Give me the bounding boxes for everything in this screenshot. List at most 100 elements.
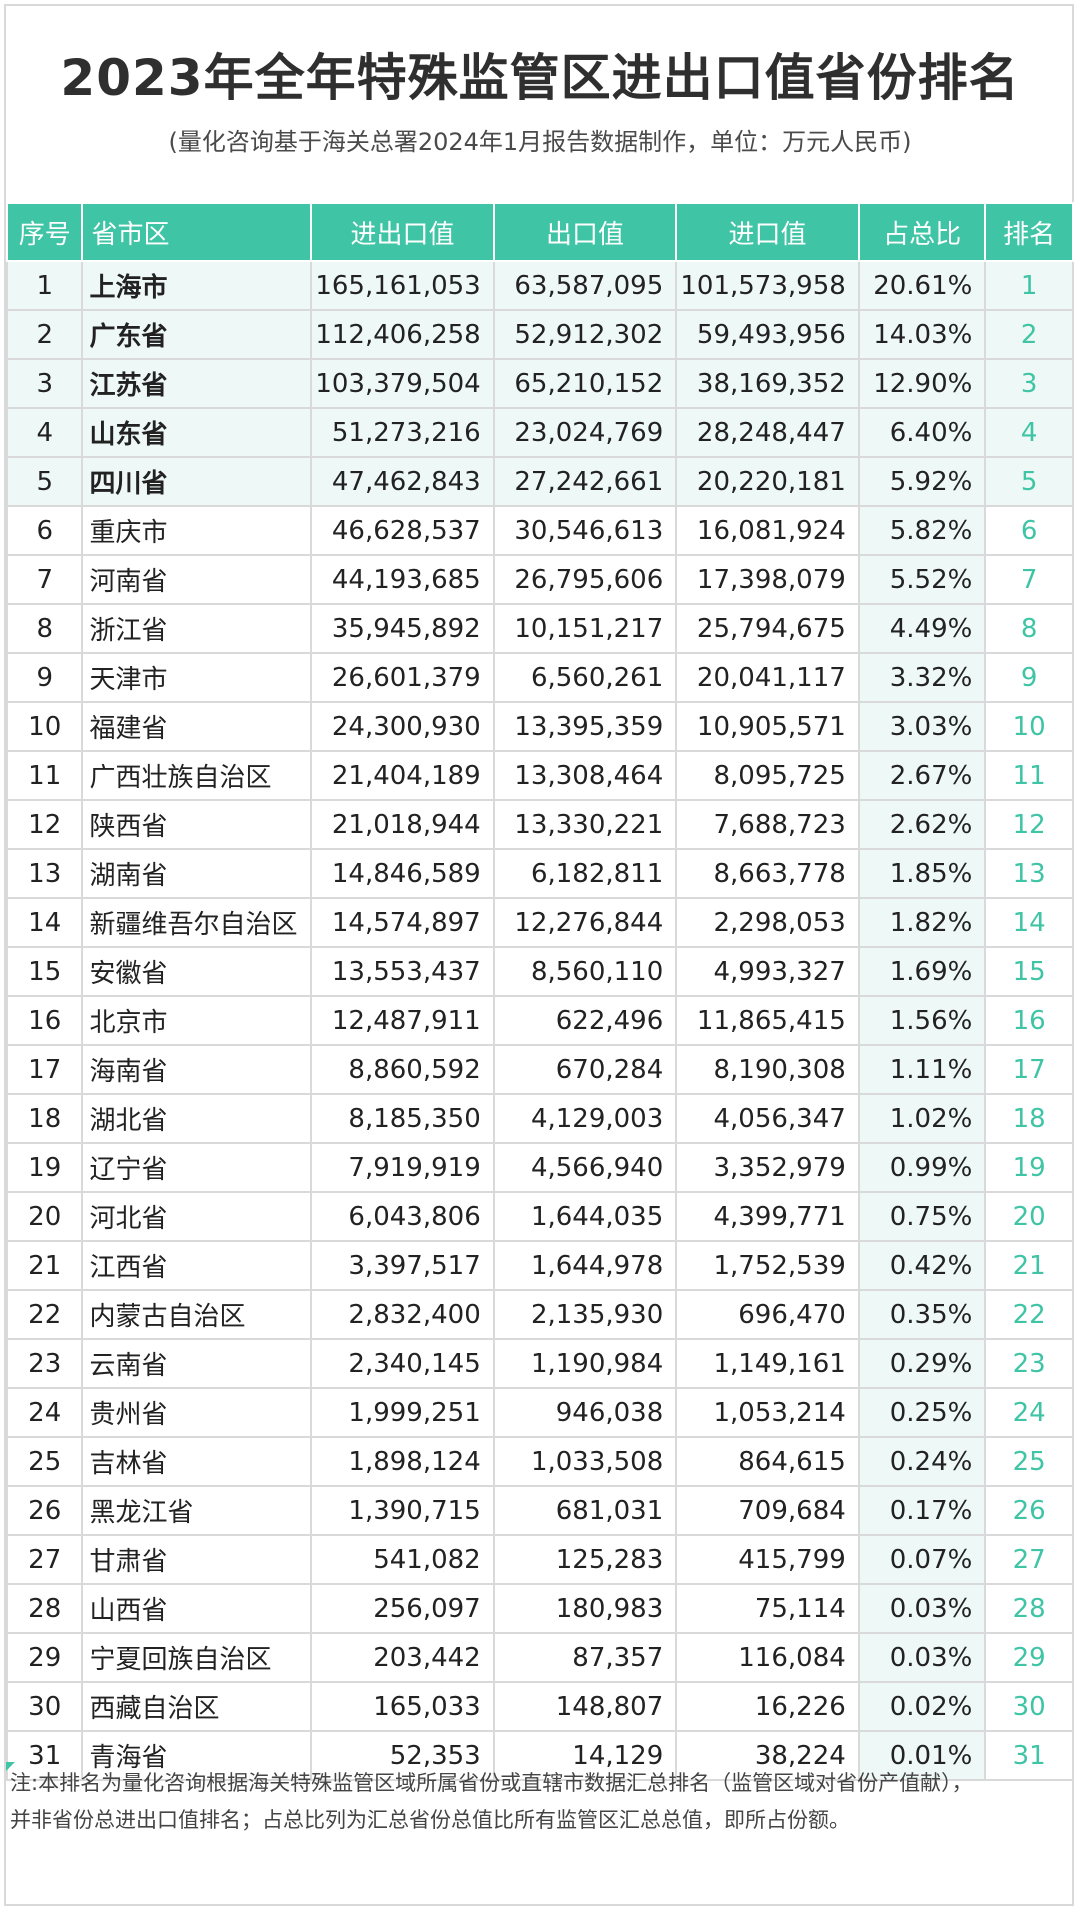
rank-value: 4	[984, 407, 1074, 458]
table-row: 29 宁夏回族自治区 203,442 87,357 116,084 0.03% 29	[5, 1632, 1074, 1683]
table-row: 1 上海市 165,161,053 63,587,095 101,573,958 20.6…	[5, 260, 1074, 311]
share-percent: 1.82%	[857, 897, 987, 948]
rank-value: 13	[984, 848, 1074, 899]
export-value: 6,560,261	[492, 652, 678, 703]
total-value: 13,553,437	[310, 946, 495, 997]
total-value: 14,574,897	[310, 897, 495, 948]
table-body: 1 上海市 165,161,053 63,587,095 101,573,958 20.6…	[5, 260, 1074, 1781]
table-row: 5 四川省 47,462,843 27,242,661 20,220,181 5.92% 5	[5, 456, 1074, 507]
total-value: 52,353	[310, 1730, 495, 1781]
import-value: 38,224	[675, 1730, 860, 1781]
rank-value: 19	[984, 1142, 1074, 1193]
import-value: 8,190,308	[675, 1044, 860, 1095]
import-value: 75,114	[675, 1583, 860, 1634]
row-index: 19	[5, 1142, 84, 1193]
rank-value: 31	[984, 1730, 1074, 1781]
row-index: 6	[5, 505, 84, 556]
page-title: 2023年全年特殊监管区进出口值省份排名	[60, 49, 1020, 107]
region-name: 陕西省	[81, 799, 313, 850]
table-row: 4 山东省 51,273,216 23,024,769 28,248,447 6.40% 4	[5, 407, 1074, 458]
export-value: 2,135,930	[492, 1289, 678, 1340]
region-name: 天津市	[81, 652, 313, 703]
table-row: 11 广西壮族自治区 21,404,189 13,308,464 8,095,725 2.…	[5, 750, 1074, 801]
import-value: 20,220,181	[675, 456, 860, 507]
rank-value: 20	[984, 1191, 1074, 1242]
import-value: 116,084	[675, 1632, 860, 1683]
table-row: 15 安徽省 13,553,437 8,560,110 4,993,327 1.69% 15	[5, 946, 1074, 997]
share-percent: 4.49%	[857, 603, 987, 654]
footnote-line: 并非省份总进出口值排名；占总比列为汇总省份总值比所有监管区汇总总值，即所占份额。	[10, 1808, 850, 1832]
import-value: 59,493,956	[675, 309, 860, 360]
import-value: 3,352,979	[675, 1142, 860, 1193]
total-value: 1,898,124	[310, 1436, 495, 1487]
header-region: 省市区	[81, 202, 313, 262]
import-value: 8,663,778	[675, 848, 860, 899]
row-index: 17	[5, 1044, 84, 1095]
total-value: 3,397,517	[310, 1240, 495, 1291]
row-index: 22	[5, 1289, 84, 1340]
share-percent: 1.85%	[857, 848, 987, 899]
region-name: 江西省	[81, 1240, 313, 1291]
region-name: 广西壮族自治区	[81, 750, 313, 801]
row-index: 12	[5, 799, 84, 850]
row-index: 4	[5, 407, 84, 458]
export-value: 8,560,110	[492, 946, 678, 997]
table-row: 3 江苏省 103,379,504 65,210,152 38,169,352 12.90…	[5, 358, 1074, 409]
export-value: 26,795,606	[492, 554, 678, 605]
table-row: 20 河北省 6,043,806 1,644,035 4,399,771 0.75% 20	[5, 1191, 1074, 1242]
export-value: 87,357	[492, 1632, 678, 1683]
table-row: 14 新疆维吾尔自治区 14,574,897 12,276,844 2,298,053 1…	[5, 897, 1074, 948]
rank-value: 16	[984, 995, 1074, 1046]
row-index: 15	[5, 946, 84, 997]
share-percent: 12.90%	[857, 358, 987, 409]
region-name: 黑龙江省	[81, 1485, 313, 1536]
row-index: 26	[5, 1485, 84, 1536]
import-value: 1,053,214	[675, 1387, 860, 1438]
region-name: 海南省	[81, 1044, 313, 1095]
header-export: 出口值	[492, 202, 678, 262]
share-percent: 5.92%	[857, 456, 987, 507]
import-value: 696,470	[675, 1289, 860, 1340]
table-row: 25 吉林省 1,898,124 1,033,508 864,615 0.24% 25	[5, 1436, 1074, 1487]
row-index: 8	[5, 603, 84, 654]
rank-value: 26	[984, 1485, 1074, 1536]
table-row: 23 云南省 2,340,145 1,190,984 1,149,161 0.29% 23	[5, 1338, 1074, 1389]
export-value: 946,038	[492, 1387, 678, 1438]
table-row: 19 辽宁省 7,919,919 4,566,940 3,352,979 0.99% 19	[5, 1142, 1074, 1193]
table-row: 9 天津市 26,601,379 6,560,261 20,041,117 3.32% 9	[5, 652, 1074, 703]
rank-value: 1	[984, 260, 1074, 311]
export-value: 180,983	[492, 1583, 678, 1634]
region-name: 甘肃省	[81, 1534, 313, 1585]
export-value: 1,033,508	[492, 1436, 678, 1487]
import-value: 8,095,725	[675, 750, 860, 801]
rank-value: 24	[984, 1387, 1074, 1438]
table-row: 21 江西省 3,397,517 1,644,978 1,752,539 0.42% 21	[5, 1240, 1074, 1291]
import-value: 38,169,352	[675, 358, 860, 409]
total-value: 46,628,537	[310, 505, 495, 556]
region-name: 北京市	[81, 995, 313, 1046]
rank-value: 21	[984, 1240, 1074, 1291]
row-index: 7	[5, 554, 84, 605]
import-value: 1,752,539	[675, 1240, 860, 1291]
total-value: 24,300,930	[310, 701, 495, 752]
total-value: 165,161,053	[310, 260, 495, 311]
total-value: 21,404,189	[310, 750, 495, 801]
row-index: 31	[5, 1730, 84, 1781]
header-share: 占总比	[857, 202, 987, 262]
region-name: 新疆维吾尔自治区	[81, 897, 313, 948]
export-value: 12,276,844	[492, 897, 678, 948]
share-percent: 0.03%	[857, 1583, 987, 1634]
rank-value: 5	[984, 456, 1074, 507]
table-row: 17 海南省 8,860,592 670,284 8,190,308 1.11% 17	[5, 1044, 1074, 1095]
share-percent: 1.69%	[857, 946, 987, 997]
region-name: 辽宁省	[81, 1142, 313, 1193]
export-value: 13,330,221	[492, 799, 678, 850]
region-name: 河北省	[81, 1191, 313, 1242]
rank-value: 7	[984, 554, 1074, 605]
total-value: 35,945,892	[310, 603, 495, 654]
row-index: 16	[5, 995, 84, 1046]
rank-value: 27	[984, 1534, 1074, 1585]
region-name: 安徽省	[81, 946, 313, 997]
table-row: 18 湖北省 8,185,350 4,129,003 4,056,347 1.02% 18	[5, 1093, 1074, 1144]
import-value: 28,248,447	[675, 407, 860, 458]
